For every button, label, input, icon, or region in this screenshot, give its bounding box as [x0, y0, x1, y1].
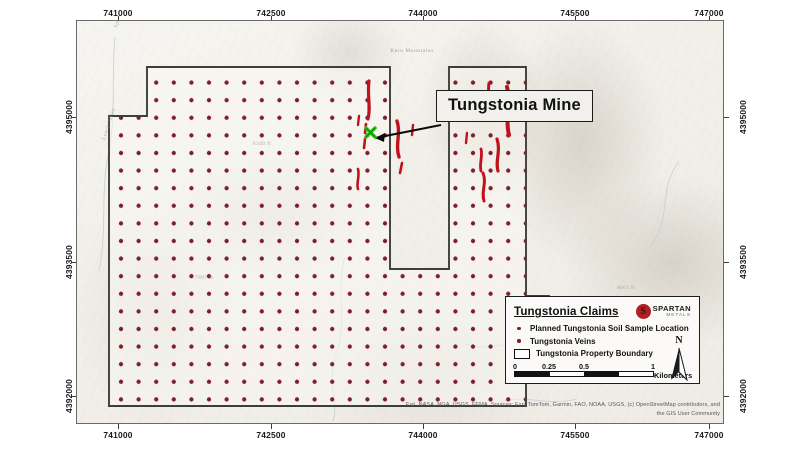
legend-item-veins: Tungstonia Veins — [514, 337, 691, 346]
axis-tick-x-2 — [423, 16, 424, 21]
property-boundary-polygon-icon — [514, 349, 530, 359]
callout-leader-arrowhead — [375, 133, 385, 142]
axis-tick-y-2 — [71, 396, 76, 397]
axis-tick-y-1 — [71, 262, 76, 263]
logo-subtitle: METALS — [666, 312, 691, 318]
axis-label-x-bot-4: 747000 — [694, 430, 724, 440]
axis-label-x-3: 745500 — [560, 8, 590, 18]
axis-label-y-right-1: 4393500 — [738, 244, 749, 280]
place-label-elev-8340: 8340 ft — [253, 141, 272, 147]
scale-tick-3: 1 — [651, 362, 655, 371]
axis-tick-x-bot-1 — [271, 424, 272, 429]
callout-leader-line — [374, 124, 442, 139]
logo-name: SPARTAN — [652, 304, 691, 314]
vein-line-icon — [514, 339, 524, 343]
axis-label-y-right-2: 4392000 — [738, 378, 749, 414]
mine-callout-label[interactable]: Tungstonia Mine — [436, 90, 593, 122]
legend-item-boundary-label: Tungstonia Property Boundary — [536, 349, 653, 359]
scale-tick-2: 0.5 — [579, 362, 589, 371]
spartan-metals-logo: S SPARTAN METALS — [635, 304, 691, 319]
soil-sample-point-icon — [514, 326, 524, 331]
north-arrow-letter: N — [675, 335, 683, 346]
legend-item-boundary: Tungstonia Property Boundary — [514, 349, 691, 359]
legend-header: Tungstonia Claims S SPARTAN METALS — [514, 304, 691, 319]
legend-item-veins-label: Tungstonia Veins — [530, 336, 596, 346]
place-label-elev-7897: 7897 ft — [195, 275, 214, 281]
scale-tick-1: 0.25 — [542, 362, 556, 371]
legend-title: Tungstonia Claims — [514, 305, 619, 318]
axis-label-x-1: 742500 — [256, 8, 286, 18]
axis-tick-x-3 — [575, 16, 576, 21]
soil-sample-dot-grid — [109, 67, 549, 406]
scale-tick-0: 0 — [513, 362, 517, 371]
axis-tick-x-bot-2 — [423, 424, 424, 429]
basemap-attribution: Esri, NASA, NGA, USGS, FEMA, Sources: Es… — [398, 401, 720, 418]
attribution-line-2: the GIS User Community — [656, 410, 720, 417]
scale-bar: 0 0.25 0.5 1 Kilometers — [513, 362, 692, 380]
north-arrow: N — [666, 336, 692, 382]
legend-item-soil-sample: Planned Tungstonia Soil Sample Location — [514, 324, 691, 333]
axis-tick-x-1 — [271, 16, 272, 21]
axis-label-x-bot-3: 745500 — [560, 430, 590, 440]
axis-tick-y-right-1 — [724, 262, 729, 263]
axis-tick-x-bot-4 — [709, 424, 710, 429]
north-arrow-icon — [671, 347, 688, 381]
attribution-line-1: Esri, NASA, NGA, USGS, FEMA, Sources: Es… — [405, 402, 720, 408]
axis-tick-x-bot-0 — [118, 424, 119, 429]
mine-x-marker[interactable] — [364, 126, 377, 139]
axis-label-x-0: 741000 — [103, 8, 133, 18]
axis-tick-x-0 — [118, 16, 119, 21]
axis-label-x-4: 747000 — [694, 8, 724, 18]
axis-tick-y-right-2 — [724, 396, 729, 397]
axis-label-x-bot-0: 741000 — [103, 430, 133, 440]
legend-item-soil-sample-label: Planned Tungstonia Soil Sample Location — [530, 324, 689, 333]
place-label-elev-8661: 8661 ft — [617, 285, 636, 291]
axis-label-y-right-0: 4395000 — [738, 99, 749, 135]
place-label-kern-mountains: Kern Mountains — [390, 48, 434, 54]
map-vector-layers — [98, 36, 680, 422]
axis-label-x-2: 744000 — [408, 8, 438, 18]
axis-label-x-bot-1: 742500 — [256, 430, 286, 440]
axis-tick-y-right-0 — [724, 117, 729, 118]
axis-tick-x-bot-3 — [575, 424, 576, 429]
map-canvas[interactable]: Kern Mountains Lunch Valley Spring Valle… — [76, 20, 724, 424]
axis-label-x-bot-2: 744000 — [408, 430, 438, 440]
map-legend: Tungstonia Claims S SPARTAN METALS Plann… — [505, 296, 700, 384]
scale-bar-ticks: 0 0.25 0.5 1 — [513, 362, 691, 371]
axis-tick-y-0 — [71, 117, 76, 118]
scale-bar-segments — [514, 371, 654, 377]
spartan-helmet-icon: S — [635, 304, 651, 319]
axis-tick-x-4 — [709, 16, 710, 21]
